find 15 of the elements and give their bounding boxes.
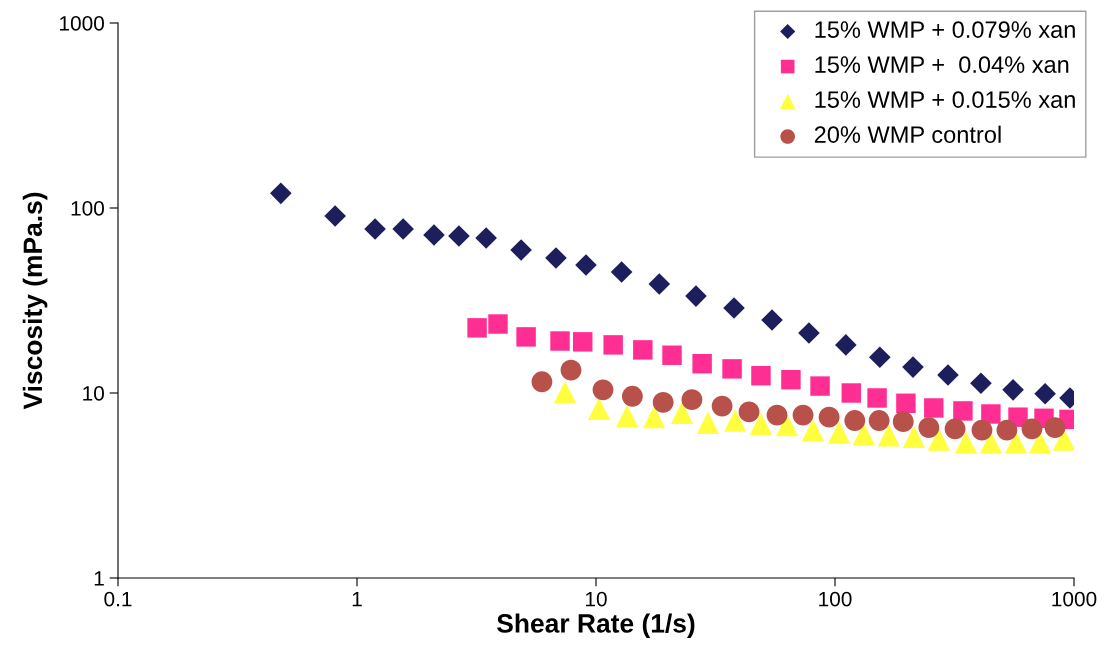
y-axis-title: Viscosity (mPa.s) — [22, 192, 48, 410]
legend-label: 15% WMP + 0.04% xan — [815, 56, 1069, 73]
x-tick-label: 100 — [819, 591, 852, 607]
x-tick-label: 10 — [586, 591, 607, 607]
y-tick-label: 1 — [94, 571, 104, 586]
x-axis-title: Shear Rate (1/s) — [497, 613, 695, 638]
legend-label: 20% WMP control — [814, 125, 1001, 143]
x-tick-label: 0.1 — [104, 591, 132, 607]
y-tick-label: 1000 — [60, 16, 104, 31]
y-tick-label: 10 — [83, 386, 104, 401]
x-tick-label: 1 — [352, 591, 362, 607]
legend-label: 15% WMP + 0.079% xan — [815, 21, 1075, 38]
x-tick-label: 1000 — [1052, 591, 1097, 607]
legend-label: 15% WMP + 0.015% xan — [815, 91, 1075, 108]
y-tick-label: 100 — [71, 201, 104, 216]
